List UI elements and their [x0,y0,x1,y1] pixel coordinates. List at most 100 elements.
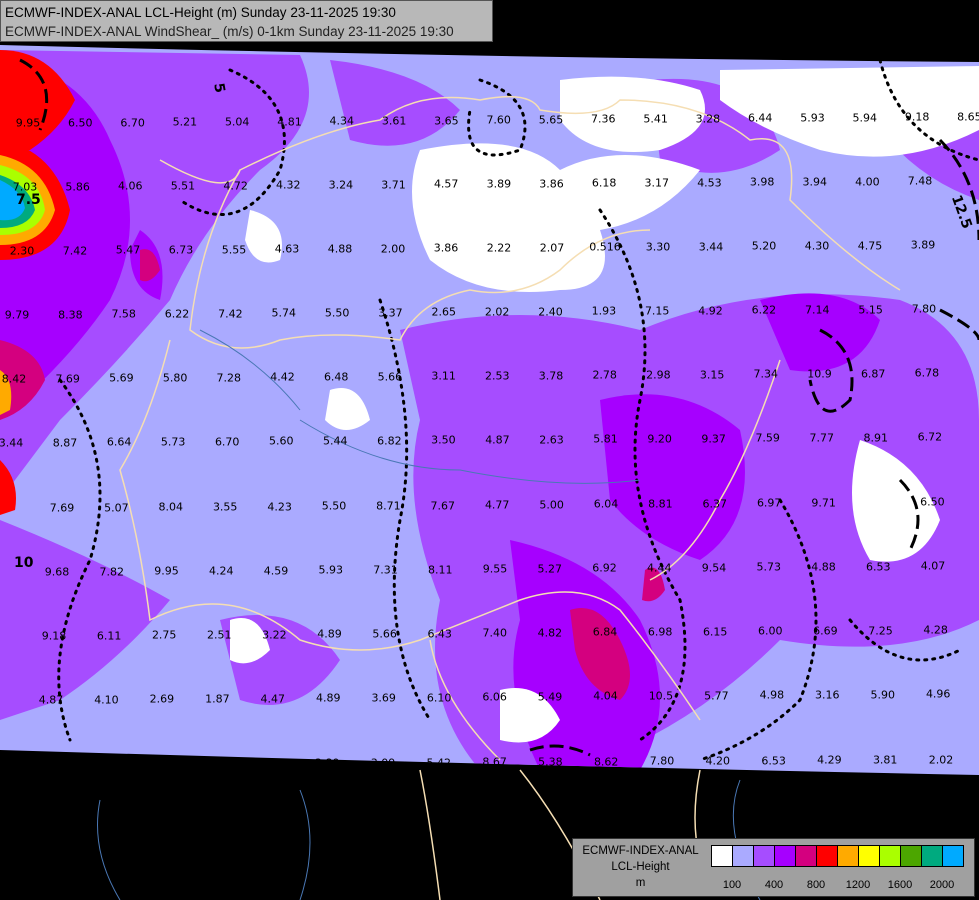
station-value: 6.69 [813,624,838,638]
station-value: 3.07 [259,757,284,771]
station-value: 3.78 [538,369,564,383]
legend-swatch [733,846,754,866]
station-value: 5.27 [537,562,563,576]
station-value: 6.00 [758,624,783,638]
station-value: 2.51 [207,628,232,642]
legend-tick-label: 800 [806,879,826,891]
station-value: 5.41 [643,112,668,126]
station-value: 6.48 [323,370,349,384]
station-value: 5.66 [372,627,397,641]
station-value: 5.49 [537,690,563,704]
station-value: 3.22 [262,628,287,642]
station-value: 5.44 [323,434,348,448]
station-value: 7.82 [99,565,125,579]
station-value: 6.50 [920,495,945,509]
legend-swatch [775,846,796,866]
station-value: 7.31 [373,563,398,577]
station-value: 6.70 [120,116,145,130]
station-value: 6.84 [592,625,618,639]
station-value: 7.42 [62,244,88,258]
station-value: 7.40 [482,626,508,640]
station-value: 2.30 [9,244,35,258]
station-value: 5.81 [593,432,618,446]
station-value: 3.44 [698,240,724,254]
station-value: 8.38 [58,308,83,322]
legend-swatch [901,846,922,866]
station-value: 4.44 [647,561,672,575]
station-value: 3.15 [699,368,725,382]
station-value: 3.86 [433,241,459,255]
station-value: 4.82 [537,626,563,640]
station-value: 2.69 [149,692,175,706]
station-value: 7.03 [12,180,38,194]
station-value: 4.28 [923,623,948,637]
legend-swatch [817,846,838,866]
station-value: 7.25 [868,624,893,638]
station-value: 8.67 [482,755,507,769]
station-value: 2.00 [380,242,406,256]
station-value: 4.87 [38,693,64,707]
station-value: 6.70 [214,435,240,449]
station-value: 4.04 [593,689,618,703]
station-value: 6.06 [482,690,507,704]
station-value: 6.44 [747,111,773,125]
station-value: 5.93 [318,563,344,577]
station-value: 7.80 [649,754,675,768]
station-value: 4.20 [705,754,731,768]
legend-tick-label: 1200 [845,879,871,891]
station-value: 5.51 [170,179,196,193]
station-value: 6.73 [168,243,194,257]
station-value: 2.22 [486,241,512,255]
station-value: 6.87 [860,367,886,381]
legend-color-scale [711,845,964,867]
station-value: 3.16 [815,688,840,702]
station-value: 6.82 [377,434,402,448]
title-wind-shear: ECMWF-INDEX-ANAL WindShear_ (m/s) 0-1km … [5,24,454,39]
station-value: 3.89 [910,238,936,252]
title-lcl-height: ECMWF-INDEX-ANAL LCL-Height (m) Sunday 2… [5,5,396,20]
station-value: 4.07 [920,559,946,573]
station-value: 6.98 [647,625,673,639]
station-value: 4.06 [118,179,143,193]
station-value: 2.65 [431,305,457,319]
station-value: 5.42 [426,756,452,770]
station-value: 10.5 [648,689,674,703]
station-value: 8.87 [52,436,78,450]
station-value: 5.65 [538,113,564,127]
station-value: 6.72 [917,430,943,444]
legend-swatch [943,846,963,866]
station-value: 5.15 [858,303,883,317]
station-value: 7.60 [486,113,511,127]
station-value: 4.10 [94,693,119,707]
extreme-lcl-area [0,50,75,515]
legend-swatch [880,846,901,866]
station-value: 3.28 [695,112,721,126]
station-value: 9.55 [482,562,508,576]
station-value: 6.53 [866,560,891,574]
station-value: 7.14 [805,303,830,317]
station-value: 5.07 [104,501,129,515]
station-value: 7.77 [809,431,835,445]
station-value: 3.94 [802,175,828,189]
station-value: 4.34 [329,114,355,128]
station-value: 4.29 [817,753,842,767]
station-value: 4.96 [925,687,951,701]
station-value: 4.87 [485,433,510,447]
station-value: 7.36 [591,112,616,126]
station-value: 3.86 [539,177,564,191]
low-lcl-areas [230,66,979,743]
legend-swatch [796,846,817,866]
station-value: 2.63 [539,433,564,447]
station-value: 7.48 [907,174,933,188]
station-value: 4.24 [209,564,234,578]
station-value: 6.15 [702,625,728,639]
station-value: 3.71 [381,178,406,192]
station-value: 9.95 [15,116,41,130]
station-value: 5.73 [160,435,186,449]
legend-model: ECMWF-INDEX-ANAL [582,845,699,857]
station-value: 4.81 [277,115,302,129]
wind-shear-contours-5 [57,58,979,762]
station-value: 4.92 [698,304,723,318]
